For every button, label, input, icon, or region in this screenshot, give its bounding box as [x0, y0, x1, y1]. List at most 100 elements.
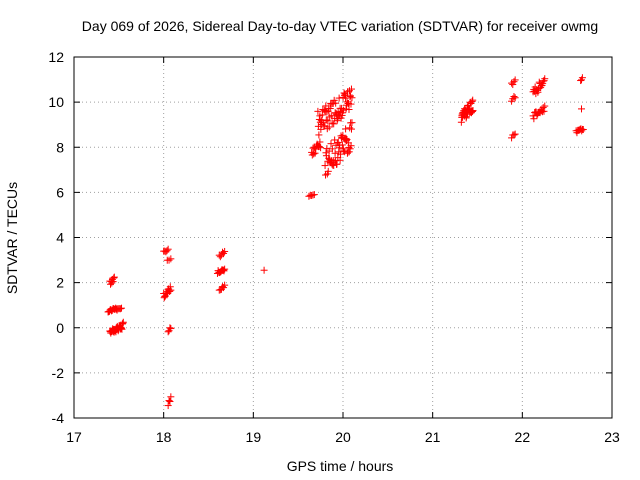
data-point: [540, 107, 548, 115]
data-point: [510, 131, 518, 139]
data-point: [322, 171, 330, 179]
chart-title: Day 069 of 2026, Sidereal Day-to-day VTE…: [82, 18, 598, 34]
data-point: [108, 279, 116, 287]
x-axis-label: GPS time / hours: [287, 458, 394, 474]
y-tick-label: 2: [56, 275, 64, 291]
data-point: [530, 115, 538, 123]
data-point: [340, 147, 348, 155]
x-tick-label: 19: [246, 429, 262, 445]
data-point: [511, 94, 519, 102]
data-point: [578, 74, 586, 82]
data-point: [325, 123, 333, 131]
data-point: [317, 125, 325, 133]
x-tick-label: 22: [515, 429, 531, 445]
y-tick-label: -2: [52, 365, 65, 381]
x-tick-label: 18: [156, 429, 172, 445]
data-point: [311, 149, 319, 157]
data-point: [220, 267, 228, 275]
data-point: [468, 108, 476, 116]
data-point: [166, 287, 174, 295]
data-point: [165, 397, 173, 405]
data-point: [160, 294, 168, 302]
data-point: [328, 119, 336, 127]
data-point: [541, 75, 549, 83]
data-point: [345, 148, 353, 156]
data-point: [579, 126, 587, 134]
data-point: [343, 135, 351, 143]
data-point: [577, 77, 585, 85]
y-tick-label: 10: [48, 94, 64, 110]
y-tick-label: -4: [52, 410, 65, 426]
data-point: [314, 107, 322, 115]
data-point: [167, 393, 175, 401]
data-point: [166, 283, 174, 291]
data-point: [347, 100, 355, 108]
x-tick-label: 23: [604, 429, 620, 445]
data-point: [578, 127, 586, 135]
data-point: [333, 160, 341, 168]
data-point: [164, 402, 172, 410]
data-point: [541, 102, 549, 110]
data-point: [167, 255, 175, 263]
data-point: [221, 281, 229, 289]
data-points: [104, 74, 587, 410]
data-point: [511, 130, 519, 138]
data-point: [510, 92, 518, 100]
data-point: [335, 94, 343, 102]
data-point: [469, 107, 477, 115]
data-point: [339, 131, 347, 139]
y-tick-label: 0: [56, 320, 64, 336]
data-point: [110, 273, 118, 281]
data-point: [336, 156, 344, 164]
data-point: [163, 247, 171, 255]
data-point: [469, 96, 477, 104]
data-point: [315, 131, 323, 139]
data-point: [347, 142, 355, 150]
data-point: [316, 138, 324, 146]
data-point: [330, 120, 338, 128]
data-point: [321, 162, 329, 170]
data-point: [346, 124, 354, 132]
data-point: [166, 397, 174, 405]
data-point: [332, 99, 340, 107]
data-point: [116, 305, 124, 313]
data-point: [348, 94, 356, 102]
plot-frame: [73, 56, 613, 419]
data-point: [164, 245, 172, 253]
data-point: [468, 97, 476, 105]
y-tick-label: 4: [56, 230, 64, 246]
x-tick-label: 17: [66, 429, 82, 445]
data-point: [331, 149, 339, 157]
data-point: [534, 88, 542, 96]
y-tick-labels: -4 -2 0 2 4 6 8 10 12: [48, 49, 64, 426]
x-tick-label: 20: [335, 429, 351, 445]
data-point: [539, 104, 547, 112]
data-point: [578, 105, 586, 113]
data-point: [167, 286, 175, 294]
y-tick-label: 8: [56, 139, 64, 155]
data-point: [510, 78, 518, 86]
data-point: [328, 145, 336, 153]
data-point: [219, 266, 227, 274]
data-point: [347, 85, 355, 93]
data-point: [167, 325, 175, 333]
data-point: [216, 253, 224, 261]
data-point: [348, 119, 356, 127]
data-point: [166, 324, 174, 332]
data-point: [315, 143, 323, 151]
data-point: [324, 117, 332, 125]
data-point: [342, 94, 350, 102]
data-point: [511, 76, 519, 84]
data-point: [118, 304, 126, 312]
data-point: [110, 274, 118, 282]
data-point: [260, 266, 268, 274]
data-point: [327, 140, 335, 148]
data-point: [343, 98, 351, 106]
data-point: [342, 125, 350, 133]
data-point: [338, 141, 346, 149]
data-point: [345, 106, 353, 114]
x-tick-labels: 17 18 19 20 21 22 23: [66, 429, 620, 445]
data-point: [109, 278, 117, 286]
data-point: [324, 167, 332, 175]
